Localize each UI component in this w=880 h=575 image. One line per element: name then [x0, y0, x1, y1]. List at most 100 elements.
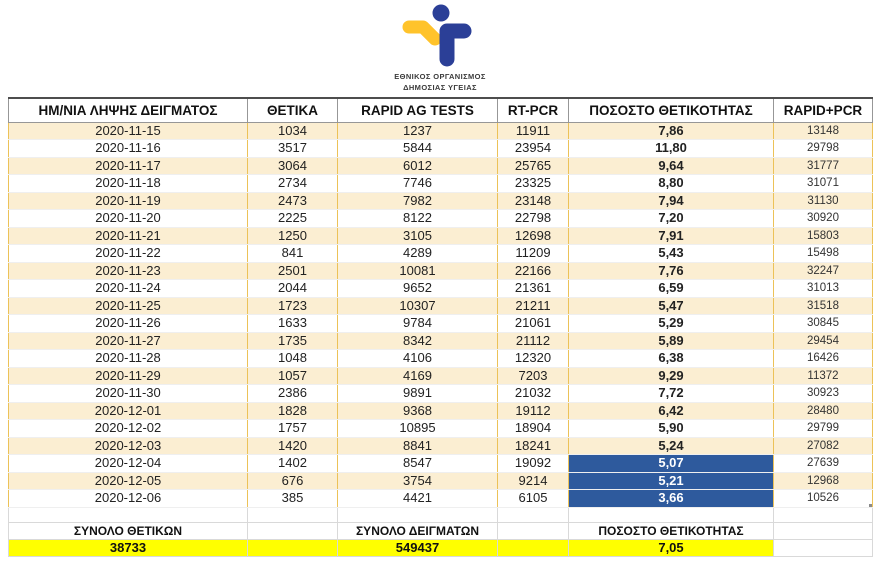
- header-date[interactable]: ΗΜ/ΝΙΑ ΛΗΨΗΣ ΔΕΙΓΜΑΤΟΣ: [8, 97, 248, 123]
- cell-rapid-plus-pcr[interactable]: 29798: [773, 139, 873, 158]
- cell-positives[interactable]: 2386: [247, 384, 338, 403]
- cell-rapid-ag[interactable]: 8841: [337, 436, 498, 455]
- empty-cell[interactable]: [247, 506, 338, 523]
- cell-rt-pcr[interactable]: 19092: [497, 454, 569, 473]
- cell-positives[interactable]: 2473: [247, 191, 338, 210]
- cell-rt-pcr[interactable]: 12698: [497, 226, 569, 245]
- cell-positives[interactable]: 385: [247, 489, 338, 508]
- cell-rt-pcr[interactable]: 25765: [497, 156, 569, 175]
- cell-rt-pcr[interactable]: 22798: [497, 209, 569, 228]
- cell-positives[interactable]: 1250: [247, 226, 338, 245]
- cell-rt-pcr[interactable]: 9214: [497, 471, 569, 490]
- cell-date[interactable]: 2020-11-15: [8, 121, 248, 140]
- cell-rt-pcr[interactable]: 11209: [497, 244, 569, 263]
- cell-date[interactable]: 2020-11-28: [8, 349, 248, 368]
- header-rt-pcr[interactable]: RT-PCR: [497, 97, 569, 123]
- cell-rapid-ag[interactable]: 6012: [337, 156, 498, 175]
- cell-rapid-plus-pcr[interactable]: 30845: [773, 314, 873, 333]
- empty-cell[interactable]: [568, 506, 774, 523]
- cell-date[interactable]: 2020-12-01: [8, 401, 248, 420]
- cell-rapid-ag[interactable]: 10307: [337, 296, 498, 315]
- total-samples-label[interactable]: ΣΥΝΟΛΟ ΔΕΙΓΜΑΤΩΝ: [337, 521, 498, 540]
- cell-rt-pcr[interactable]: 19112: [497, 401, 569, 420]
- cell-positives[interactable]: 1735: [247, 331, 338, 350]
- cell-rapid-plus-pcr[interactable]: 30923: [773, 384, 873, 403]
- cell-date[interactable]: 2020-12-05: [8, 471, 248, 490]
- cell-rapid-ag[interactable]: 8547: [337, 454, 498, 473]
- cell-rapid-ag[interactable]: 9891: [337, 384, 498, 403]
- cell-positives[interactable]: 2225: [247, 209, 338, 228]
- total-samples-value[interactable]: 549437: [337, 538, 498, 557]
- cell-positivity[interactable]: 8,80: [568, 174, 774, 193]
- cell-rapid-ag[interactable]: 10081: [337, 261, 498, 280]
- cell-rt-pcr[interactable]: 21032: [497, 384, 569, 403]
- cell-rapid-plus-pcr[interactable]: 16426: [773, 349, 873, 368]
- cell-positivity[interactable]: 7,20: [568, 209, 774, 228]
- cell-rapid-ag[interactable]: 9652: [337, 279, 498, 298]
- cell-date[interactable]: 2020-11-22: [8, 244, 248, 263]
- cell-rt-pcr[interactable]: 22166: [497, 261, 569, 280]
- cell-rapid-plus-pcr[interactable]: 12968: [773, 471, 873, 490]
- cell-rapid-ag[interactable]: 8122: [337, 209, 498, 228]
- cell-rapid-plus-pcr[interactable]: 15498: [773, 244, 873, 263]
- cell-rapid-ag[interactable]: 4169: [337, 366, 498, 385]
- header-rapid-ag[interactable]: RAPID AG TESTS: [337, 97, 498, 123]
- cell-positives[interactable]: 1723: [247, 296, 338, 315]
- empty-cell[interactable]: [497, 521, 569, 540]
- cell-date[interactable]: 2020-12-06: [8, 489, 248, 508]
- cell-rapid-ag[interactable]: 7746: [337, 174, 498, 193]
- cell-positivity[interactable]: 5,24: [568, 436, 774, 455]
- cell-positives[interactable]: 1757: [247, 419, 338, 438]
- cell-rapid-plus-pcr[interactable]: 10526: [773, 489, 873, 508]
- cell-date[interactable]: 2020-11-17: [8, 156, 248, 175]
- cell-date[interactable]: 2020-11-26: [8, 314, 248, 333]
- cell-rt-pcr[interactable]: 21211: [497, 296, 569, 315]
- cell-rapid-ag[interactable]: 4421: [337, 489, 498, 508]
- cell-rt-pcr[interactable]: 21061: [497, 314, 569, 333]
- cell-rapid-plus-pcr[interactable]: 27639: [773, 454, 873, 473]
- cell-positivity[interactable]: 7,76: [568, 261, 774, 280]
- header-positives[interactable]: ΘΕΤΙΚΑ: [247, 97, 338, 123]
- cell-rapid-plus-pcr[interactable]: 27082: [773, 436, 873, 455]
- cell-rapid-plus-pcr[interactable]: 31071: [773, 174, 873, 193]
- cell-rapid-plus-pcr[interactable]: 30920: [773, 209, 873, 228]
- cell-positives[interactable]: 1034: [247, 121, 338, 140]
- empty-cell[interactable]: [247, 521, 338, 540]
- cell-positives[interactable]: 1402: [247, 454, 338, 473]
- cell-rapid-ag[interactable]: 3105: [337, 226, 498, 245]
- empty-cell[interactable]: [497, 506, 569, 523]
- cell-positivity[interactable]: 3,66: [568, 489, 774, 508]
- cell-positives[interactable]: 1057: [247, 366, 338, 385]
- cell-rt-pcr[interactable]: 12320: [497, 349, 569, 368]
- cell-positives[interactable]: 2501: [247, 261, 338, 280]
- cell-positivity[interactable]: 9,29: [568, 366, 774, 385]
- cell-date[interactable]: 2020-11-24: [8, 279, 248, 298]
- cell-rapid-plus-pcr[interactable]: 31777: [773, 156, 873, 175]
- cell-rapid-plus-pcr[interactable]: 31130: [773, 191, 873, 210]
- cell-positivity[interactable]: 6,38: [568, 349, 774, 368]
- cell-rt-pcr[interactable]: 23954: [497, 139, 569, 158]
- empty-cell[interactable]: [773, 506, 873, 523]
- cell-positivity[interactable]: 7,91: [568, 226, 774, 245]
- cell-positives[interactable]: 2734: [247, 174, 338, 193]
- cell-rt-pcr[interactable]: 23148: [497, 191, 569, 210]
- empty-cell[interactable]: [497, 538, 569, 557]
- cell-rapid-ag[interactable]: 8342: [337, 331, 498, 350]
- cell-rt-pcr[interactable]: 6105: [497, 489, 569, 508]
- cell-date[interactable]: 2020-11-30: [8, 384, 248, 403]
- cell-rapid-ag[interactable]: 9368: [337, 401, 498, 420]
- empty-cell[interactable]: [247, 538, 338, 557]
- cell-date[interactable]: 2020-12-02: [8, 419, 248, 438]
- cell-date[interactable]: 2020-11-16: [8, 139, 248, 158]
- cell-positivity[interactable]: 5,90: [568, 419, 774, 438]
- cell-positivity[interactable]: 7,94: [568, 191, 774, 210]
- cell-positives[interactable]: 3517: [247, 139, 338, 158]
- cell-rapid-ag[interactable]: 7982: [337, 191, 498, 210]
- header-positivity[interactable]: ΠΟΣΟΣΤΟ ΘΕΤΙΚΟΤΗΤΑΣ: [568, 97, 774, 123]
- cell-rapid-ag[interactable]: 5844: [337, 139, 498, 158]
- cell-date[interactable]: 2020-11-21: [8, 226, 248, 245]
- cell-positivity[interactable]: 11,80: [568, 139, 774, 158]
- total-positivity-label[interactable]: ΠΟΣΟΣΤΟ ΘΕΤΙΚΟΤΗΤΑΣ: [568, 521, 774, 540]
- cell-positivity[interactable]: 5,47: [568, 296, 774, 315]
- cell-rt-pcr[interactable]: 11911: [497, 121, 569, 140]
